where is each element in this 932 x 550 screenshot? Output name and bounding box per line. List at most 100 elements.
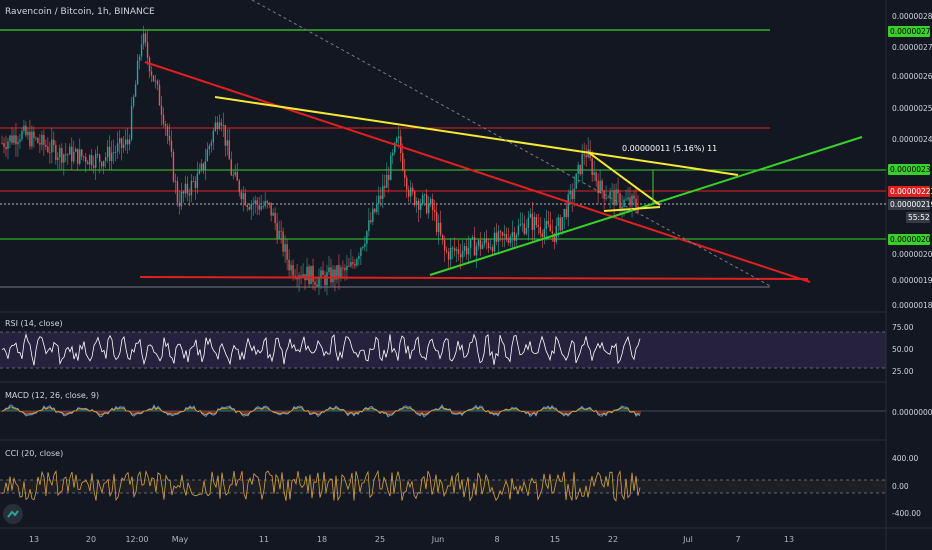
candle-body: [368, 220, 370, 232]
candle-body: [43, 135, 45, 145]
candle-body: [208, 145, 211, 150]
macd-histogram-bar: [635, 411, 637, 415]
macd-histogram-bar: [63, 411, 65, 415]
macd-histogram-bar: [391, 411, 393, 414]
macd-histogram-bar: [103, 411, 105, 414]
candle-body: [104, 157, 107, 161]
candle-body: [591, 158, 593, 175]
macd-histogram-bar: [467, 410, 469, 412]
candle-body: [266, 201, 268, 203]
tradingview-logo-icon[interactable]: [3, 504, 23, 524]
macd-histogram-bar: [287, 411, 289, 414]
macd-histogram-bar: [375, 409, 377, 412]
candle-body: [410, 187, 412, 197]
macd-histogram-bar: [243, 411, 245, 415]
macd-histogram-bar: [563, 411, 565, 415]
macd-histogram-bar: [483, 410, 485, 412]
candle-body: [180, 191, 183, 207]
candle-body: [214, 122, 217, 131]
candle-body: [627, 197, 629, 200]
candle-body: [623, 199, 625, 207]
macd-line: [1, 404, 641, 418]
macd-histogram-bar: [403, 408, 405, 412]
candle-body: [429, 199, 432, 205]
macd-histogram-bar: [207, 411, 209, 414]
candle-body: [184, 183, 187, 194]
symbol-title: Ravencoin / Bitcoin, 1h, BINANCE: [5, 7, 155, 17]
macd-histogram-bar: [455, 411, 457, 414]
candle-body: [33, 131, 35, 139]
candle-body: [318, 277, 320, 287]
candle-body: [166, 126, 169, 136]
macd-histogram-bar: [379, 411, 381, 413]
candle-body: [1, 143, 3, 144]
time-tick: 8: [494, 535, 500, 544]
candle-body: [73, 151, 75, 162]
macd-histogram-bar: [409, 408, 411, 412]
candle-body: [79, 149, 81, 164]
candle-body: [69, 146, 71, 155]
macd-histogram-bar: [67, 411, 69, 414]
macd-histogram-bar: [371, 408, 373, 412]
macd-histogram-bar: [415, 411, 417, 413]
candle-body: [51, 139, 53, 153]
macd-histogram-bar: [65, 411, 67, 414]
candle-body: [268, 202, 270, 204]
candle-body: [338, 265, 340, 277]
candle-body: [212, 130, 215, 143]
candle-body: [545, 220, 547, 229]
rsi-tick: 50.00: [892, 345, 914, 354]
candle-body: [505, 234, 508, 240]
rsi-band: [0, 332, 886, 368]
candle-body: [601, 180, 603, 191]
candle-body: [85, 156, 87, 163]
macd-histogram-bar: [443, 409, 445, 412]
candle-body: [122, 144, 125, 148]
macd-histogram-bar: [3, 410, 5, 412]
candle-body: [11, 135, 13, 143]
time-tick: 7: [735, 535, 741, 544]
macd-histogram-bar: [269, 410, 271, 412]
macd-histogram-bar: [369, 408, 371, 412]
macd-histogram-bar: [211, 411, 213, 414]
candle-body: [59, 148, 61, 158]
candle-body: [140, 44, 143, 57]
macd-histogram-bar: [373, 409, 375, 412]
macd-histogram-bar: [267, 408, 269, 412]
candle-body: [376, 203, 378, 213]
candle-body: [629, 197, 631, 206]
candle-body: [81, 149, 83, 157]
candle-body: [330, 267, 332, 283]
candle-body: [118, 138, 121, 144]
macd-histogram-bar: [189, 407, 191, 412]
candle-body: [461, 250, 464, 258]
candle-body: [577, 164, 579, 174]
macd-histogram-bar: [173, 411, 175, 414]
candle-body: [246, 205, 248, 208]
candle-body: [222, 125, 225, 126]
macd-histogram-bar: [117, 409, 119, 412]
macd-histogram-bar: [231, 409, 233, 412]
macd-histogram-bar: [453, 411, 455, 414]
macd-histogram-bar: [367, 409, 369, 412]
macd-tick: 0.00000000: [892, 408, 932, 417]
candle-body: [278, 230, 280, 239]
trendline-red-descending: [144, 61, 811, 283]
candle-body: [292, 265, 294, 276]
candle-body: [533, 216, 536, 230]
candle-body: [17, 141, 19, 145]
macd-histogram-bar: [517, 409, 519, 412]
candle-body: [615, 189, 617, 206]
candle-body: [154, 80, 157, 82]
candle-body: [617, 189, 619, 194]
price-tick: 0.00000186: [892, 301, 932, 310]
macd-histogram-bar: [139, 411, 141, 414]
candle-body: [93, 165, 95, 168]
macd-histogram-bar: [617, 409, 619, 412]
candle-body: [467, 247, 470, 255]
candle-body: [421, 195, 424, 205]
candle-body: [25, 125, 27, 136]
macd-histogram-bar: [253, 410, 255, 412]
